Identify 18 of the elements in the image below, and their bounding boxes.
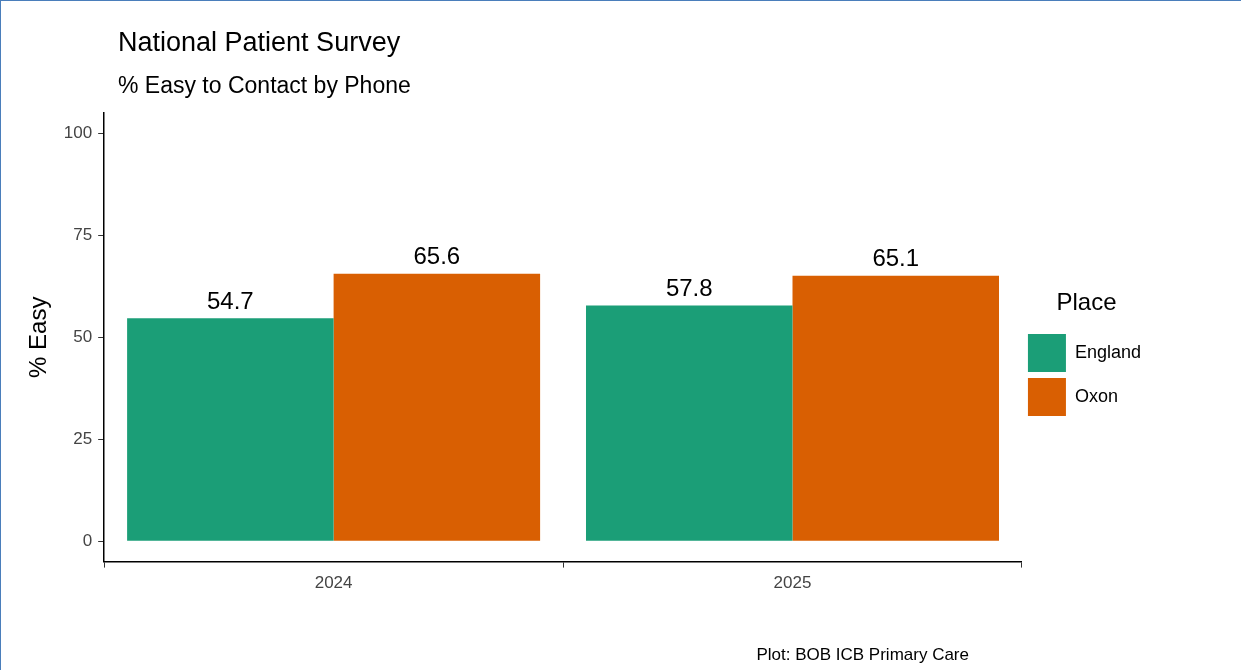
legend-title: Place — [1056, 287, 1117, 315]
y-tick-label: 0 — [82, 530, 93, 550]
text: Plot: BOB ICB Primary Care — [756, 645, 969, 665]
legend-label: Oxon — [1074, 385, 1118, 406]
y-tick-label: 100 — [63, 123, 93, 143]
data-label: 57.8 — [665, 274, 713, 302]
y-tick-label: 50 — [73, 326, 93, 346]
data-label: 54.7 — [207, 286, 254, 314]
x-tick-label: 2025 — [773, 573, 812, 593]
chart-title: National Patient Survey — [118, 27, 401, 58]
y-axis-title: % Easy — [24, 296, 52, 378]
data-label: 65.6 — [413, 242, 461, 270]
y-tick-label: 25 — [73, 428, 93, 448]
x-tick-label: 2024 — [314, 573, 353, 593]
data-label: 65.1 — [872, 244, 920, 272]
y-tick-label: 75 — [73, 225, 93, 245]
legend-label: England — [1074, 341, 1141, 362]
chart-subtitle: % Easy to Contact by Phone — [118, 72, 411, 99]
